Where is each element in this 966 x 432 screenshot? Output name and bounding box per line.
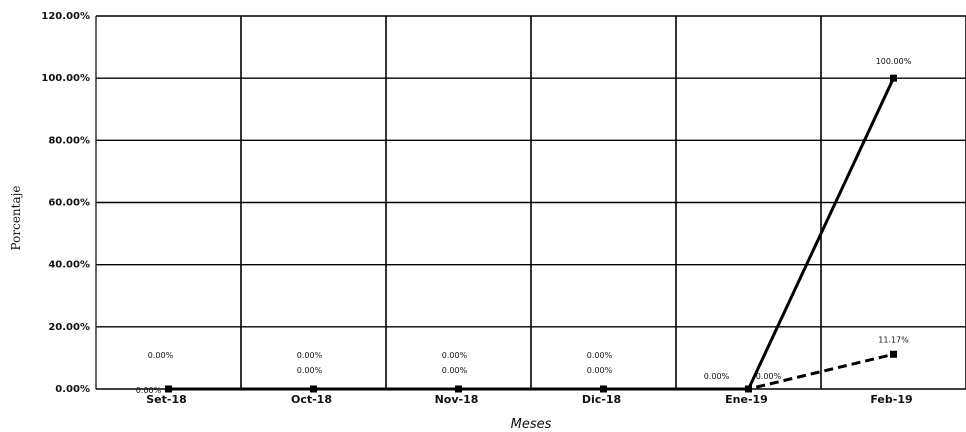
series-1-data-label: 0.00%	[297, 351, 323, 360]
y-axis-title: Porcentaje	[9, 186, 23, 251]
series-1-data-label: 0.00%	[587, 351, 613, 360]
y-tick-label: 40.00%	[48, 260, 90, 271]
series-2-marker	[890, 350, 897, 358]
series-group	[165, 74, 897, 393]
series-1-data-label: 0.00%	[148, 351, 174, 360]
series-2-data-label: 0.00%	[136, 386, 162, 395]
y-tick-label: 100.00%	[41, 73, 90, 84]
series-1-data-label: 0.00%	[704, 372, 730, 381]
series-2-data-label: 0.00%	[587, 366, 613, 375]
y-axis-ticks: 0.00% 20.00% 40.00% 60.00% 80.00% 100.00% 120.…	[41, 11, 90, 395]
x-tick-label: Ene-19	[725, 393, 768, 406]
x-tick-label: Nov-18	[435, 393, 479, 406]
y-tick-label: 20.00%	[48, 322, 90, 333]
series-2-data-label: 0.00%	[756, 372, 782, 381]
grid	[95, 15, 966, 390]
y-tick-label: 60.00%	[48, 198, 90, 209]
x-tick-label: Set-18	[146, 393, 187, 406]
y-tick-label: 0.00%	[55, 384, 90, 395]
series-1-data-label: 100.00%	[876, 57, 912, 66]
series-2-marker	[310, 385, 317, 393]
series-2-marker	[745, 385, 752, 393]
series-1-marker	[890, 74, 897, 82]
series-2-data-label: 11.17%	[878, 335, 909, 344]
x-tick-label: Dic-18	[582, 393, 621, 406]
series-1-data-label: 0.00%	[442, 351, 468, 360]
y-tick-label: 120.00%	[41, 11, 90, 22]
y-tick-label: 80.00%	[48, 135, 90, 146]
series-line-2	[168, 352, 894, 391]
series-2-marker	[600, 385, 607, 393]
series-2-marker	[165, 385, 172, 393]
x-tick-label: Oct-18	[291, 393, 332, 406]
data-labels: 0.00% 0.00% 0.00% 0.00% 0.00% 100.00% 0.00% 0.0…	[136, 57, 912, 395]
series-2-data-label: 0.00%	[442, 366, 468, 375]
series-2-marker	[455, 385, 462, 393]
x-axis-ticks: Set-18 Oct-18 Nov-18 Dic-18 Ene-19 Feb-19	[146, 393, 912, 406]
x-tick-label: Feb-19	[870, 393, 912, 406]
x-axis-title: Meses	[511, 417, 552, 432]
series-2-data-label: 0.00%	[297, 366, 323, 375]
